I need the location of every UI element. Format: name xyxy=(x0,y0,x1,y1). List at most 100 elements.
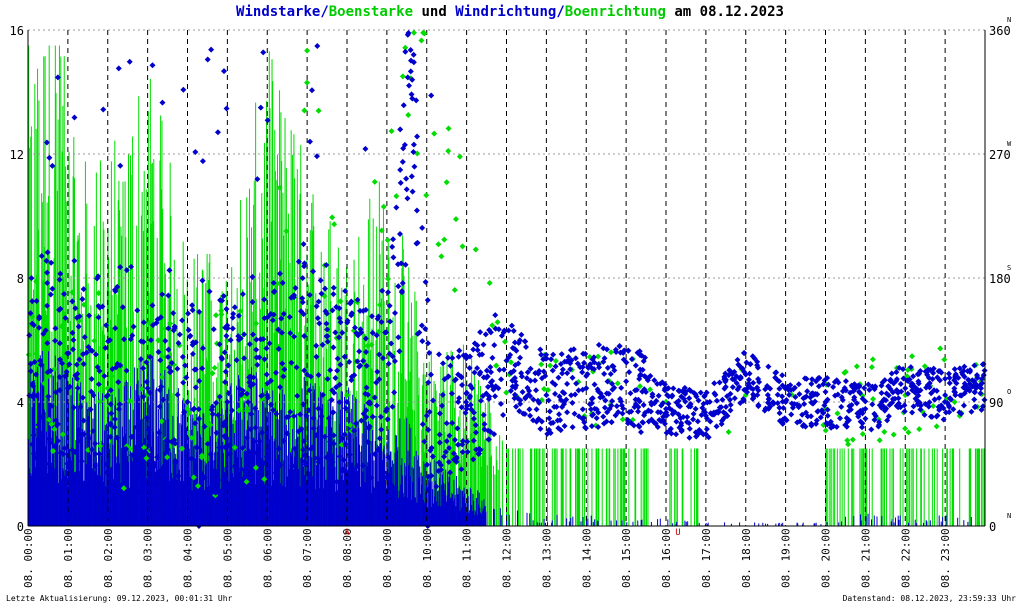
wind-direction-point xyxy=(861,384,868,391)
wind-direction-point xyxy=(324,338,331,345)
wind-direction-point xyxy=(30,322,37,329)
title-connector: und xyxy=(413,4,456,20)
wind-direction-point xyxy=(165,325,172,332)
wind-direction-point xyxy=(190,518,197,525)
wind-direction-point xyxy=(154,454,161,461)
wind-direction-point xyxy=(579,406,586,413)
wind-direction-point xyxy=(690,416,697,423)
wind-direction-point xyxy=(146,389,153,396)
gust-direction-point xyxy=(178,445,185,452)
left-tick-label: 0 xyxy=(17,520,24,534)
wind-direction-point xyxy=(398,260,405,267)
wind-direction-point xyxy=(783,417,790,424)
wind-direction-point xyxy=(413,97,420,104)
wind-direction-point xyxy=(697,389,704,396)
wind-direction-point xyxy=(397,179,404,186)
wind-direction-point xyxy=(570,346,577,353)
wind-direction-point xyxy=(117,162,124,169)
wind-direction-point xyxy=(325,415,332,422)
title-date: am 08.12.2023 xyxy=(665,4,784,20)
gust-direction-point xyxy=(141,444,148,451)
wind-direction-point xyxy=(85,344,92,351)
wind-direction-point xyxy=(558,351,565,358)
gust-direction-point xyxy=(619,416,626,423)
wind-direction-point xyxy=(334,367,341,374)
wind-direction-point xyxy=(252,424,259,431)
wind-direction-point xyxy=(479,351,486,358)
footer-data-status: Datenstand: 08.12.2023, 23:59:33 Uhr xyxy=(842,594,1016,603)
wind-direction-point xyxy=(523,375,530,382)
wind-direction-point xyxy=(246,465,253,472)
gust-direction-point xyxy=(198,454,205,461)
wind-direction-point xyxy=(369,413,376,420)
wind-direction-point xyxy=(409,76,416,83)
wind-direction-point xyxy=(326,438,333,445)
gust-direction-point xyxy=(435,241,442,248)
wind-direction-point xyxy=(675,397,682,404)
wind-direction-point xyxy=(114,462,121,469)
wind-direction-point xyxy=(178,508,185,515)
wind-direction-point xyxy=(28,480,35,487)
wind-direction-point xyxy=(350,427,357,434)
gust-direction-point xyxy=(508,359,515,366)
wind-direction-point xyxy=(923,384,930,391)
wind-direction-point xyxy=(389,403,396,410)
wind-direction-point xyxy=(513,403,520,410)
wind-direction-point xyxy=(882,397,889,404)
wind-direction-point xyxy=(229,314,236,321)
wind-direction-point xyxy=(569,374,576,381)
wind-direction-point xyxy=(356,363,363,370)
gust-direction-point xyxy=(853,363,860,370)
wind-direction-point xyxy=(37,361,44,368)
wind-direction-point xyxy=(611,367,618,374)
wind-direction-point xyxy=(690,389,697,396)
wind-direction-point xyxy=(195,406,202,413)
wind-direction-point xyxy=(900,366,907,373)
wind-direction-point xyxy=(193,444,200,451)
wind-direction-point xyxy=(876,419,883,426)
wind-direction-point xyxy=(782,399,789,405)
wind-direction-point xyxy=(174,391,181,398)
gust-direction-point xyxy=(207,421,214,428)
wind-direction-point xyxy=(450,456,457,463)
wind-direction-point xyxy=(363,362,370,369)
wind-direction-point xyxy=(470,437,477,444)
wind-direction-point xyxy=(252,491,259,498)
gust-direction-point xyxy=(276,184,283,191)
wind-direction-point xyxy=(223,105,230,112)
wind-direction-point xyxy=(651,377,658,384)
wind-direction-point xyxy=(214,129,221,136)
wind-direction-point xyxy=(384,494,391,501)
wind-direction-point xyxy=(619,410,626,417)
gust-direction-point xyxy=(647,386,654,393)
wind-direction-point xyxy=(149,302,156,309)
wind-direction-point xyxy=(776,404,783,411)
wind-direction-point xyxy=(315,372,322,379)
wind-direction-point xyxy=(241,331,248,338)
wind-direction-point xyxy=(540,356,547,363)
wind-direction-point xyxy=(103,322,110,329)
wind-direction-point xyxy=(306,138,313,145)
wind-direction-point xyxy=(190,406,197,413)
gust-direction-point xyxy=(194,482,201,489)
left-tick-label: 12 xyxy=(10,148,24,162)
wind-direction-point xyxy=(779,420,786,427)
wind-direction-point xyxy=(248,449,255,456)
wind-direction-point xyxy=(126,516,133,523)
wind-direction-point xyxy=(105,338,112,345)
wind-direction-point xyxy=(216,444,223,451)
wind-direction-point xyxy=(264,380,271,387)
wind-direction-point xyxy=(543,351,550,358)
wind-direction-point xyxy=(43,139,50,146)
wind-direction-point xyxy=(45,393,52,400)
wind-direction-point xyxy=(801,401,808,408)
wind-direction-point xyxy=(627,390,634,397)
wind-direction-point xyxy=(554,417,561,424)
wind-direction-point xyxy=(134,307,141,314)
wind-direction-point xyxy=(537,425,544,432)
wind-direction-point xyxy=(429,453,436,460)
wind-direction-point xyxy=(507,351,514,358)
wind-direction-point xyxy=(273,499,280,506)
wind-direction-point xyxy=(245,399,252,406)
wind-direction-point xyxy=(116,401,123,408)
